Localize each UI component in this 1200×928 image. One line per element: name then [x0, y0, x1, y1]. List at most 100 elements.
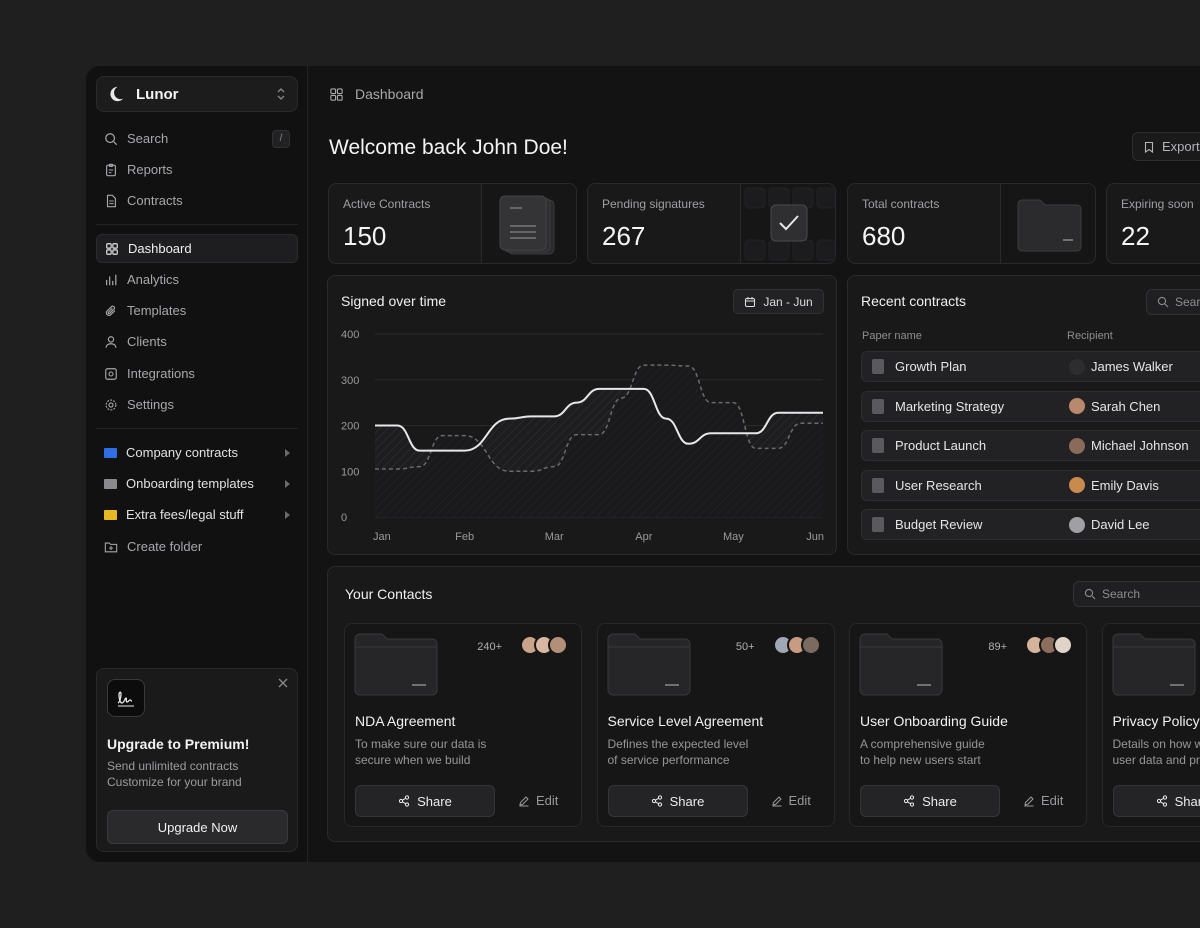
- share-label: Share: [417, 793, 452, 809]
- date-range-label: Jan - Jun: [763, 294, 813, 309]
- sidebar-divider: [96, 224, 298, 225]
- table-row[interactable]: Budget Review David Lee: [861, 509, 1200, 540]
- sidebar-item-label: Integrations: [127, 366, 195, 381]
- sidebar-folder-extra-fees[interactable]: Extra fees/legal stuff: [96, 500, 298, 529]
- promo-line-1: Send unlimited contracts: [107, 759, 239, 773]
- caret-right-icon[interactable]: [285, 448, 290, 457]
- edit-label: Edit: [1041, 793, 1064, 808]
- description-line-1: Defines the expected level: [607, 737, 749, 751]
- avatar-stack: [1025, 635, 1073, 655]
- table-row[interactable]: Marketing Strategy Sarah Chen: [861, 390, 1200, 422]
- sidebar-folder-label: Onboarding templates: [126, 476, 254, 491]
- sidebar-item-analytics[interactable]: Analytics: [96, 265, 298, 294]
- gear-icon: [105, 399, 117, 410]
- sidebar-item-templates[interactable]: Templates: [96, 296, 298, 325]
- y-tick-label: 0: [341, 512, 347, 524]
- caret-right-icon[interactable]: [285, 510, 290, 519]
- contact-card[interactable]: 50+ Service Level Agreement Defines the ex…: [596, 623, 835, 827]
- paper-name: User Research: [895, 477, 982, 493]
- folder-illustration: [1112, 633, 1195, 696]
- recipient-name: Emily Davis: [1091, 477, 1159, 493]
- edit-button[interactable]: Edit: [1023, 793, 1063, 808]
- sidebar-item-label: Contracts: [127, 193, 183, 208]
- share-button[interactable]: Share: [607, 785, 748, 817]
- sidebar-folder-onboarding-templates[interactable]: Onboarding templates: [96, 469, 298, 498]
- sidebar-item-contracts[interactable]: Contracts: [96, 186, 298, 215]
- chart-title: Signed over time: [341, 293, 447, 309]
- stat-value: 267: [602, 221, 646, 251]
- contact-title: Privacy Policy: [1112, 713, 1200, 729]
- sidebar-item-label: Settings: [127, 397, 174, 412]
- sidebar-item-settings[interactable]: Settings: [96, 390, 298, 419]
- date-range-picker[interactable]: Jan - Jun: [733, 289, 824, 314]
- y-tick-label: 100: [341, 466, 359, 478]
- stat-title: Total contracts: [862, 197, 940, 211]
- sidebar-search[interactable]: Search /: [96, 124, 298, 153]
- stat-title: Pending signatures: [602, 197, 705, 211]
- sidebar-item-dashboard[interactable]: Dashboard: [96, 234, 298, 263]
- search-icon: [105, 132, 118, 145]
- avatar: [1069, 477, 1085, 493]
- create-folder-button[interactable]: Create folder: [96, 532, 298, 561]
- close-icon[interactable]: [277, 677, 289, 689]
- share-button[interactable]: Share: [355, 785, 495, 817]
- bookmark-icon: [1144, 141, 1154, 153]
- contact-card[interactable]: 89+ User Onboarding Guide A comprehensive …: [849, 623, 1087, 827]
- table-row[interactable]: User Research Emily Davis: [861, 469, 1200, 501]
- contact-card[interactable]: 240+ NDA Agreement To make sure our data i…: [344, 623, 582, 827]
- document-icon: [872, 477, 884, 493]
- sidebar-item-label: Reports: [127, 162, 173, 177]
- recipient-name: David Lee: [1091, 517, 1150, 532]
- edit-button[interactable]: Edit: [518, 793, 558, 808]
- contacts-search-input[interactable]: Search: [1073, 581, 1200, 607]
- contact-description: Details on how we protect user data and p…: [1113, 736, 1200, 768]
- signed-over-time-card: Signed over time Jan - Jun: [327, 275, 837, 555]
- stat-value: 22: [1121, 221, 1150, 251]
- caret-right-icon[interactable]: [285, 479, 290, 488]
- description-line-2: to help new users start: [860, 753, 981, 767]
- sidebar-item-reports[interactable]: Reports: [96, 155, 298, 184]
- export-button[interactable]: Export: [1132, 132, 1200, 161]
- series-area-previous: [375, 365, 823, 517]
- signature-icon: [107, 679, 145, 717]
- breadcrumb: Dashboard: [329, 86, 424, 102]
- recent-search-input[interactable]: Search: [1146, 289, 1200, 315]
- edit-button[interactable]: Edit: [771, 793, 811, 808]
- folder-plus-icon: [104, 542, 118, 552]
- description-line-1: To make sure our data is: [355, 737, 487, 751]
- paper-name: Product Launch: [895, 438, 987, 453]
- folder-illustration: [607, 633, 690, 696]
- sidebar-folder-company-contracts[interactable]: Company contracts: [96, 438, 298, 467]
- chevron-updown-icon: [277, 88, 285, 100]
- promo-line-2: Customize for your brand: [107, 775, 242, 789]
- paper-name: Marketing Strategy: [895, 398, 1005, 414]
- share-button[interactable]: Share: [860, 785, 1000, 817]
- document-icon: [872, 438, 884, 453]
- avatar: [548, 635, 568, 655]
- sidebar-item-integrations[interactable]: Integrations: [96, 359, 298, 388]
- sidebar-search-label: Search: [127, 131, 169, 146]
- contact-card[interactable]: Privacy Policy Details on how we protect u…: [1101, 623, 1200, 827]
- share-icon: [399, 795, 410, 807]
- contact-title: User Onboarding Guide: [860, 713, 1008, 729]
- paper-name: Budget Review: [895, 517, 983, 532]
- sidebar-item-label: Templates: [127, 303, 187, 318]
- table-row[interactable]: Growth Plan James Walker: [861, 351, 1200, 382]
- file-icon: [106, 194, 116, 207]
- contact-title: NDA Agreement: [355, 713, 456, 729]
- sidebar-item-clients[interactable]: Clients: [96, 327, 298, 356]
- grid-icon: [106, 242, 118, 255]
- avatar: [800, 635, 821, 655]
- share-button[interactable]: Share: [1112, 785, 1200, 817]
- recipient-name: Sarah Chen: [1091, 398, 1161, 414]
- stat-card-expiring: Expiring soon 22: [1106, 183, 1200, 264]
- table-row[interactable]: Product Launch Michael Johnson: [861, 430, 1200, 461]
- upgrade-now-button[interactable]: Upgrade Now: [107, 810, 288, 844]
- clipboard-icon: [106, 163, 116, 176]
- pencil-icon: [519, 795, 529, 806]
- workspace-switcher[interactable]: Lunor: [96, 76, 298, 112]
- avatar: [1069, 398, 1085, 414]
- sidebar-item-label: Clients: [127, 334, 167, 349]
- share-icon: [904, 795, 915, 807]
- search-icon: [1157, 296, 1169, 308]
